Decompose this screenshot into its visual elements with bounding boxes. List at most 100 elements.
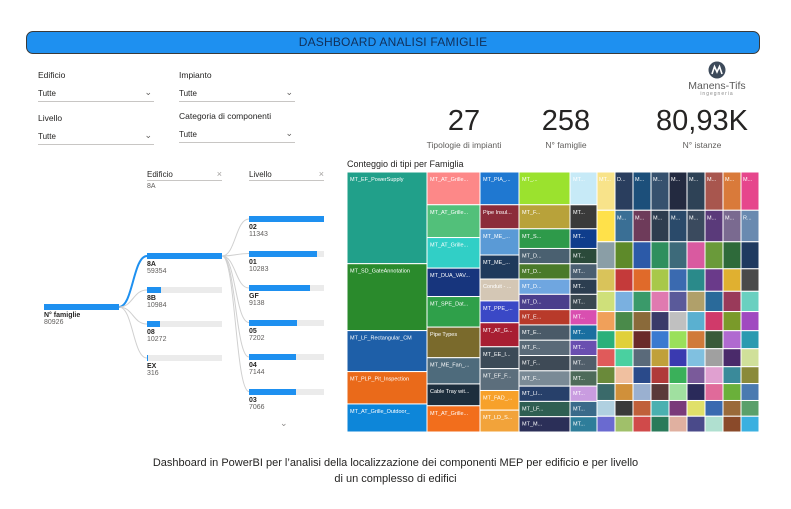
slicer-dropdown[interactable]: Tutte ⌄ — [179, 87, 295, 102]
slicer-dropdown[interactable]: Tutte ⌄ — [179, 128, 295, 143]
tree-node[interactable]: 05 7202 — [249, 319, 324, 342]
treemap-cell[interactable] — [740, 366, 759, 385]
treemap-cell[interactable] — [668, 330, 688, 350]
treemap-cell[interactable] — [569, 204, 598, 230]
treemap-cell[interactable] — [650, 290, 670, 313]
treemap-cell[interactable] — [704, 241, 724, 270]
treemap-cell[interactable] — [668, 383, 688, 401]
slicer-categoria[interactable]: Categoria di componenti Tutte ⌄ — [179, 111, 295, 143]
slicer-livello[interactable]: Livello Tutte ⌄ — [38, 113, 154, 145]
treemap-cell[interactable] — [632, 290, 652, 313]
treemap-cell[interactable] — [479, 172, 520, 206]
treemap-cell[interactable] — [650, 383, 670, 401]
treemap-cell[interactable] — [740, 290, 759, 313]
treemap-cell[interactable] — [668, 415, 688, 432]
treemap-cell[interactable] — [704, 268, 724, 292]
treemap-cell[interactable] — [740, 399, 759, 417]
treemap-cell[interactable] — [686, 415, 706, 432]
treemap-cell[interactable] — [479, 322, 520, 348]
treemap-cell[interactable] — [704, 290, 724, 313]
treemap-cell[interactable] — [614, 268, 634, 292]
tree-node[interactable]: 04 7144 — [249, 354, 324, 376]
tree-node[interactable]: 8B 10984 — [147, 287, 222, 309]
close-icon[interactable]: × — [216, 169, 222, 179]
treemap-cell[interactable] — [518, 204, 571, 230]
treemap-cell[interactable] — [722, 241, 742, 270]
treemap-cell[interactable] — [740, 348, 759, 368]
treemap-cell[interactable] — [650, 399, 670, 417]
treemap-cell[interactable] — [740, 268, 759, 292]
treemap-cell[interactable] — [632, 383, 652, 401]
treemap-cell[interactable] — [614, 330, 634, 350]
treemap-cell[interactable] — [668, 366, 688, 385]
treemap-cell[interactable] — [686, 399, 706, 417]
treemap-cell[interactable] — [614, 311, 634, 332]
treemap-cell[interactable] — [596, 209, 616, 243]
treemap-cell[interactable] — [722, 366, 742, 385]
treemap-cell[interactable] — [722, 415, 742, 432]
treemap-cell[interactable] — [596, 383, 616, 401]
treemap-cell[interactable] — [614, 290, 634, 313]
slicer-dropdown[interactable]: Tutte ⌄ — [38, 87, 154, 102]
treemap-cell[interactable] — [686, 330, 706, 350]
treemap-cell[interactable] — [479, 254, 520, 280]
treemap-cell[interactable] — [596, 366, 616, 385]
treemap-cell[interactable] — [668, 399, 688, 417]
treemap-cell[interactable] — [632, 268, 652, 292]
treemap-cell[interactable] — [686, 290, 706, 313]
treemap-cell[interactable] — [632, 241, 652, 270]
treemap-cell[interactable] — [614, 348, 634, 368]
slicer-impianto[interactable]: Impianto Tutte ⌄ — [179, 70, 295, 102]
treemap-cell[interactable] — [722, 399, 742, 417]
tree-node[interactable]: 8A 59354 — [147, 253, 222, 275]
treemap-cell[interactable] — [632, 311, 652, 332]
treemap-cell[interactable] — [614, 383, 634, 401]
treemap-cell[interactable] — [668, 348, 688, 368]
tree-node[interactable]: 01 10283 — [249, 250, 324, 273]
treemap-cell[interactable] — [704, 399, 724, 417]
treemap-cell[interactable] — [704, 348, 724, 368]
tree-node[interactable]: 03 7066 — [249, 388, 324, 411]
treemap-cell[interactable] — [668, 311, 688, 332]
treemap-cell[interactable] — [686, 366, 706, 385]
tree-node[interactable]: 02 11343 — [249, 216, 324, 238]
treemap-cell[interactable] — [426, 405, 481, 432]
treemap-cell[interactable] — [479, 228, 520, 256]
chevron-down-icon[interactable]: ⌄ — [285, 87, 293, 97]
treemap-cell[interactable] — [686, 268, 706, 292]
treemap-cell[interactable] — [596, 415, 616, 432]
treemap-cell[interactable] — [740, 330, 759, 350]
treemap-cell[interactable] — [650, 330, 670, 350]
treemap-cell[interactable] — [426, 326, 481, 359]
scroll-down-chevron-icon[interactable]: ⌄ — [280, 418, 288, 428]
treemap-cell[interactable] — [722, 290, 742, 313]
treemap-cell[interactable] — [668, 290, 688, 313]
tree-node[interactable]: EX 316 — [147, 355, 222, 377]
treemap-cell[interactable] — [686, 311, 706, 332]
treemap-cell[interactable] — [614, 366, 634, 385]
treemap-cell[interactable] — [479, 204, 520, 230]
treemap-cell[interactable] — [596, 311, 616, 332]
treemap-cell[interactable] — [704, 366, 724, 385]
treemap-cell[interactable] — [740, 383, 759, 401]
treemap-cell[interactable] — [704, 383, 724, 401]
chevron-down-icon[interactable]: ⌄ — [144, 87, 152, 97]
treemap-cell[interactable] — [722, 348, 742, 368]
treemap-cell[interactable] — [632, 330, 652, 350]
slicer-dropdown[interactable]: Tutte ⌄ — [38, 130, 154, 145]
treemap-cell[interactable] — [740, 415, 759, 432]
treemap-cell[interactable] — [722, 383, 742, 401]
treemap-cell[interactable] — [596, 241, 616, 270]
treemap-cell[interactable] — [650, 268, 670, 292]
close-icon[interactable]: × — [318, 169, 324, 179]
treemap-cell[interactable] — [596, 348, 616, 368]
treemap-cell[interactable] — [668, 241, 688, 270]
treemap-cell[interactable] — [686, 241, 706, 270]
treemap-cell[interactable] — [650, 311, 670, 332]
treemap-cell[interactable] — [740, 241, 759, 270]
treemap-cell[interactable] — [650, 241, 670, 270]
treemap-cell[interactable] — [426, 204, 481, 239]
treemap-cell[interactable] — [426, 357, 481, 385]
treemap-cell[interactable] — [426, 267, 481, 298]
treemap-cell[interactable] — [632, 399, 652, 417]
